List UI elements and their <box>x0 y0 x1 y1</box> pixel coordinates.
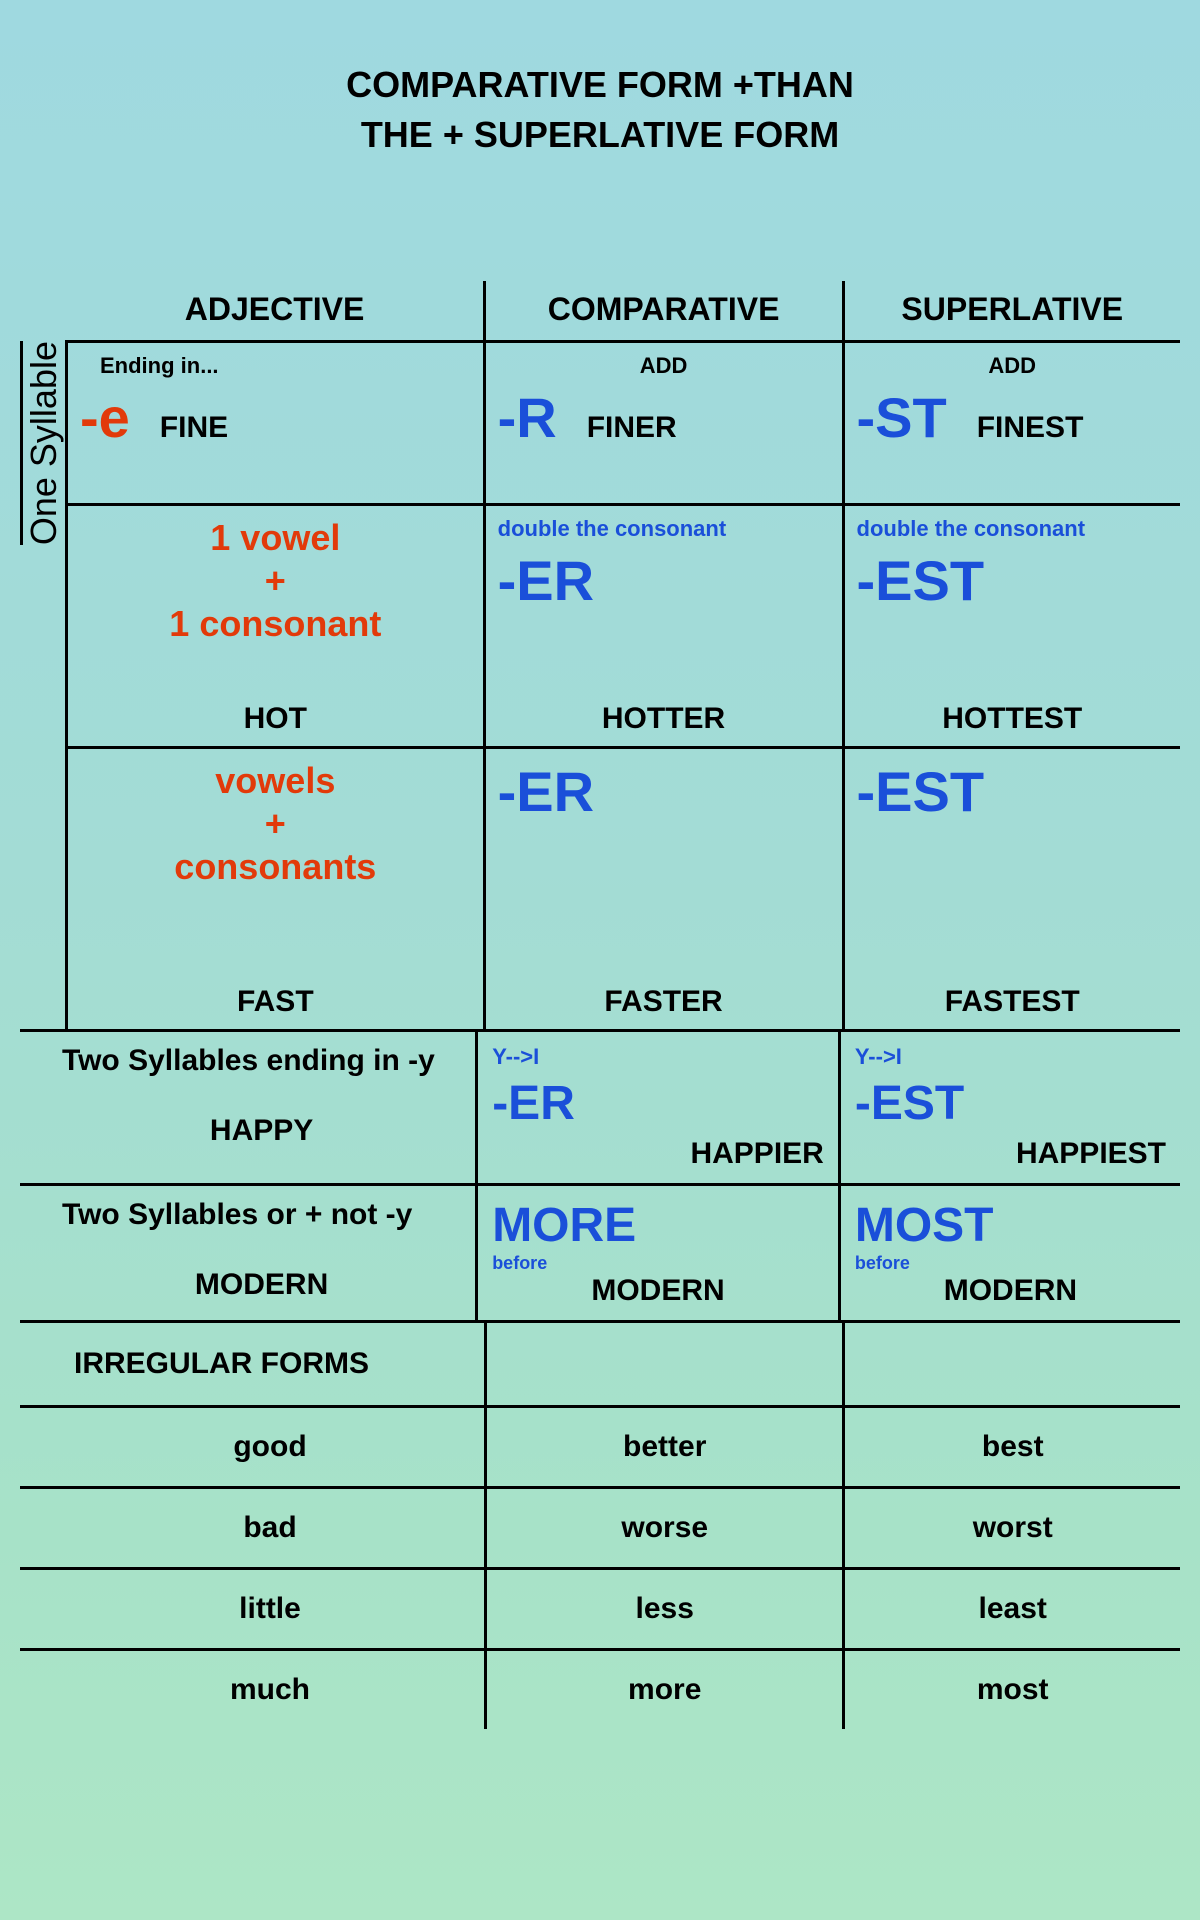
header-superlative: SUPERLATIVE <box>843 281 1180 342</box>
row1-sup-note: ADD <box>857 353 1169 379</box>
grammar-table: ADJECTIVE COMPARATIVE SUPERLATIVE One Sy… <box>20 281 1180 1032</box>
row1-comp-note: ADD <box>498 353 830 379</box>
row2-adj-example: HOT <box>244 702 307 736</box>
grammar-table-sec2: Two Syllables ending in -y HAPPY Y-->I -… <box>20 1032 1180 1323</box>
row1-adj-example: FINE <box>160 411 228 445</box>
row2-comp-suffix: -ER <box>498 548 830 613</box>
row3-comp-example: FASTER <box>498 985 830 1019</box>
irregular-header: IRREGULAR FORMS <box>56 1323 486 1407</box>
row1-sup-suffix: -ST <box>857 385 947 450</box>
row4-adj-head: Two Syllables ending in -y <box>62 1044 461 1078</box>
irr-adj: bad <box>56 1487 486 1568</box>
title-line-1: COMPARATIVE FORM +THAN <box>20 60 1180 110</box>
row5-adj-head: Two Syllables or + not -y <box>62 1198 461 1232</box>
row1-sup-example: FINEST <box>977 411 1084 445</box>
row4-sup-note: Y-->I <box>855 1044 1166 1070</box>
irr-sup: least <box>844 1568 1180 1649</box>
row2-adj-rule: 1 vowel + 1 consonant <box>169 516 381 646</box>
row1-adj-note: Ending in... <box>100 353 471 379</box>
row1-adj-suffix: -e <box>80 385 130 450</box>
row4-comp-example: HAPPIER <box>690 1137 823 1171</box>
header-comparative: COMPARATIVE <box>484 281 843 342</box>
row4-adj-example: HAPPY <box>62 1114 461 1148</box>
row4-sup-suffix: -EST <box>855 1076 1166 1131</box>
row2-sup-suffix: -EST <box>857 548 1169 613</box>
irr-comp: better <box>486 1406 844 1487</box>
irr-adj: little <box>56 1568 486 1649</box>
row5-sup-note: before <box>855 1253 1166 1274</box>
header-adjective: ADJECTIVE <box>67 281 485 342</box>
irr-comp: less <box>486 1568 844 1649</box>
row4-comp-suffix: -ER <box>492 1076 824 1131</box>
irr-sup: most <box>844 1649 1180 1729</box>
row5-adj-example: MODERN <box>62 1268 461 1302</box>
row4-sup-example: HAPPIEST <box>1016 1137 1166 1171</box>
row3-sup-example: FASTEST <box>857 985 1169 1019</box>
irr-sup: best <box>844 1406 1180 1487</box>
row5-comp-word: MORE <box>492 1198 824 1253</box>
row3-sup-suffix: -EST <box>857 759 1169 824</box>
row4-comp-note: Y-->I <box>492 1044 824 1070</box>
row3-adj-example: FAST <box>237 985 314 1019</box>
irr-adj: good <box>56 1406 486 1487</box>
row5-comp-note: before <box>492 1253 824 1274</box>
irr-comp: more <box>486 1649 844 1729</box>
row5-sup-word: MOST <box>855 1198 1166 1253</box>
row1-comp-example: FINER <box>587 411 677 445</box>
row5-sup-example: MODERN <box>855 1274 1166 1308</box>
row3-comp-suffix: -ER <box>498 759 830 824</box>
title-line-2: THE + SUPERLATIVE FORM <box>20 110 1180 160</box>
row1-comp-suffix: -R <box>498 385 557 450</box>
row3-adj-rule: vowels + consonants <box>174 759 376 889</box>
row2-comp-example: HOTTER <box>498 702 830 736</box>
row2-comp-note: double the consonant <box>498 516 830 542</box>
side-label-one-syllable: One Syllable <box>23 341 65 545</box>
irr-comp: worse <box>486 1487 844 1568</box>
row2-sup-note: double the consonant <box>857 516 1169 542</box>
page-title: COMPARATIVE FORM +THAN THE + SUPERLATIVE… <box>20 60 1180 161</box>
irregular-table: IRREGULAR FORMS goodbetterbest badworsewo… <box>20 1323 1180 1729</box>
irr-sup: worst <box>844 1487 1180 1568</box>
irr-adj: much <box>56 1649 486 1729</box>
row5-comp-example: MODERN <box>492 1274 824 1308</box>
row2-sup-example: HOTTEST <box>857 702 1169 736</box>
